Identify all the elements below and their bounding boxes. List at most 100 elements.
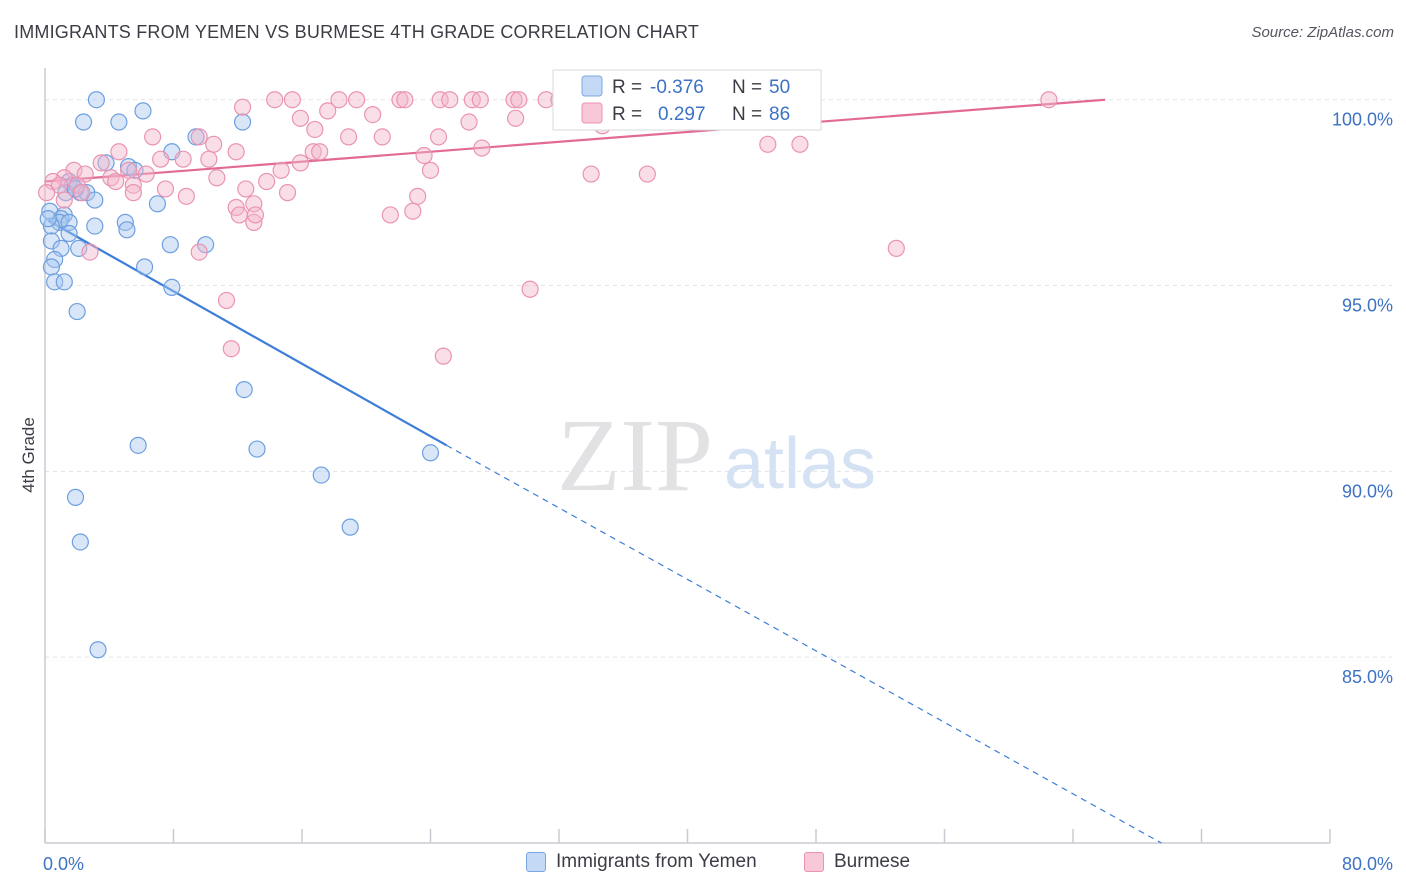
burmese-point — [38, 184, 56, 202]
chart-source: Source: ZipAtlas.com — [1251, 24, 1394, 41]
burmese-point — [348, 91, 366, 109]
burmese-point — [205, 135, 223, 153]
yemen-point — [74, 113, 93, 131]
y-axis-title: 4th Grade — [19, 417, 38, 493]
burmese-point — [246, 206, 265, 224]
burmese-point — [119, 161, 138, 179]
legend-r-value-yemen: -0.376 — [650, 77, 704, 98]
burmese-point — [507, 109, 525, 127]
yemen-point — [248, 440, 266, 458]
yemen-point — [70, 239, 88, 257]
legend-n-value-burmese: 86 — [769, 104, 790, 125]
yemen-point — [68, 302, 86, 321]
burmese-point — [233, 98, 252, 116]
burmese-point — [339, 128, 358, 146]
legend-r-value-burmese: 0.297 — [658, 104, 706, 125]
legend-label-burmese: Burmese — [834, 851, 911, 872]
burmese-point — [441, 91, 459, 109]
legend-n-label-yemen: N = — [732, 77, 762, 98]
zipatlas-watermark: ZIP atlas — [557, 398, 876, 513]
burmese-point — [237, 180, 255, 198]
burmese-point — [152, 150, 170, 168]
burmese-point — [1040, 91, 1058, 109]
x-tick-label: 0.0% — [43, 854, 84, 874]
yemen-point — [66, 488, 85, 506]
yemen-point — [235, 381, 253, 399]
chart-title: IMMIGRANTS FROM YEMEN VS BURMESE 4TH GRA… — [14, 22, 700, 42]
yemen-point — [42, 258, 61, 276]
trend-lines — [44, 98, 1162, 844]
yemen-point — [60, 224, 78, 243]
yemen-trend-extension — [446, 444, 1162, 844]
legend-item-burmese[interactable]: Burmese — [804, 851, 910, 873]
burmese-point — [124, 184, 142, 202]
burmese-point — [190, 243, 208, 261]
burmese-point — [55, 191, 73, 209]
burmese-point — [582, 165, 600, 183]
burmese-point — [304, 143, 322, 161]
burmese-point — [156, 180, 175, 198]
yemen-point — [312, 466, 330, 484]
burmese-point — [759, 135, 777, 153]
burmese-point — [373, 128, 391, 146]
yemen-point — [110, 113, 128, 131]
burmese-point — [283, 91, 301, 109]
burmese-point — [278, 184, 297, 202]
burmese-point — [222, 340, 240, 358]
burmese-point — [266, 91, 284, 109]
legend-item-yemen[interactable]: Immigrants from Yemen — [526, 851, 757, 873]
burmese-point — [107, 172, 125, 191]
burmese-point — [73, 184, 91, 202]
burmese-point — [391, 91, 409, 109]
yemen-point — [89, 641, 107, 659]
burmese-point — [291, 109, 309, 127]
burmese-point — [396, 91, 414, 109]
yemen-point — [86, 191, 104, 209]
burmese-point — [791, 135, 809, 153]
burmese-point — [381, 206, 399, 224]
legend-n-label-burmese: N = — [732, 104, 762, 125]
burmese-point — [471, 91, 489, 109]
burmese-point — [887, 239, 905, 257]
burmese-point — [177, 187, 195, 205]
burmese-point — [227, 143, 245, 161]
burmese-point — [510, 91, 528, 109]
burmese-point — [174, 150, 192, 168]
legend-swatch-burmese — [581, 102, 603, 124]
yemen-point — [233, 113, 252, 131]
burmese-point — [81, 243, 99, 261]
yemen-point — [86, 217, 104, 235]
burmese-point — [473, 139, 491, 157]
legend-swatch-burmese-bottom — [804, 852, 824, 872]
watermark-atlas: atlas — [724, 424, 876, 504]
yemen-point — [39, 210, 57, 228]
burmese-point — [505, 91, 523, 109]
y-tick-label: 90.0% — [1342, 481, 1393, 501]
legend-swatch-yemen-bottom — [526, 852, 546, 872]
x-tick-label: 80.0% — [1342, 854, 1393, 874]
yemen-point — [134, 102, 152, 120]
yemen-point — [71, 533, 89, 551]
yemen-trend-line — [47, 219, 448, 447]
burmese-point — [638, 165, 656, 183]
burmese-point — [137, 165, 155, 183]
legend-n-value-yemen: 50 — [769, 77, 790, 98]
axes — [44, 68, 1331, 844]
yemen-point — [87, 91, 106, 109]
yemen-point — [126, 161, 144, 179]
yemen-point — [161, 236, 179, 254]
burmese-point — [190, 128, 208, 146]
burmese-point — [208, 169, 226, 187]
burmese-point — [521, 280, 539, 298]
burmese-point — [404, 202, 422, 220]
data-points — [38, 91, 1058, 659]
burmese-point — [200, 150, 218, 168]
burmese-point — [110, 143, 128, 161]
correlation-legend: R = -0.376 N = 50 R = 0.297 N = 86 — [552, 69, 822, 131]
burmese-point — [272, 161, 290, 179]
yemen-point — [148, 195, 167, 213]
legend-label-yemen: Immigrants from Yemen — [556, 851, 757, 872]
burmese-point — [291, 154, 309, 172]
burmese-point — [92, 154, 110, 172]
